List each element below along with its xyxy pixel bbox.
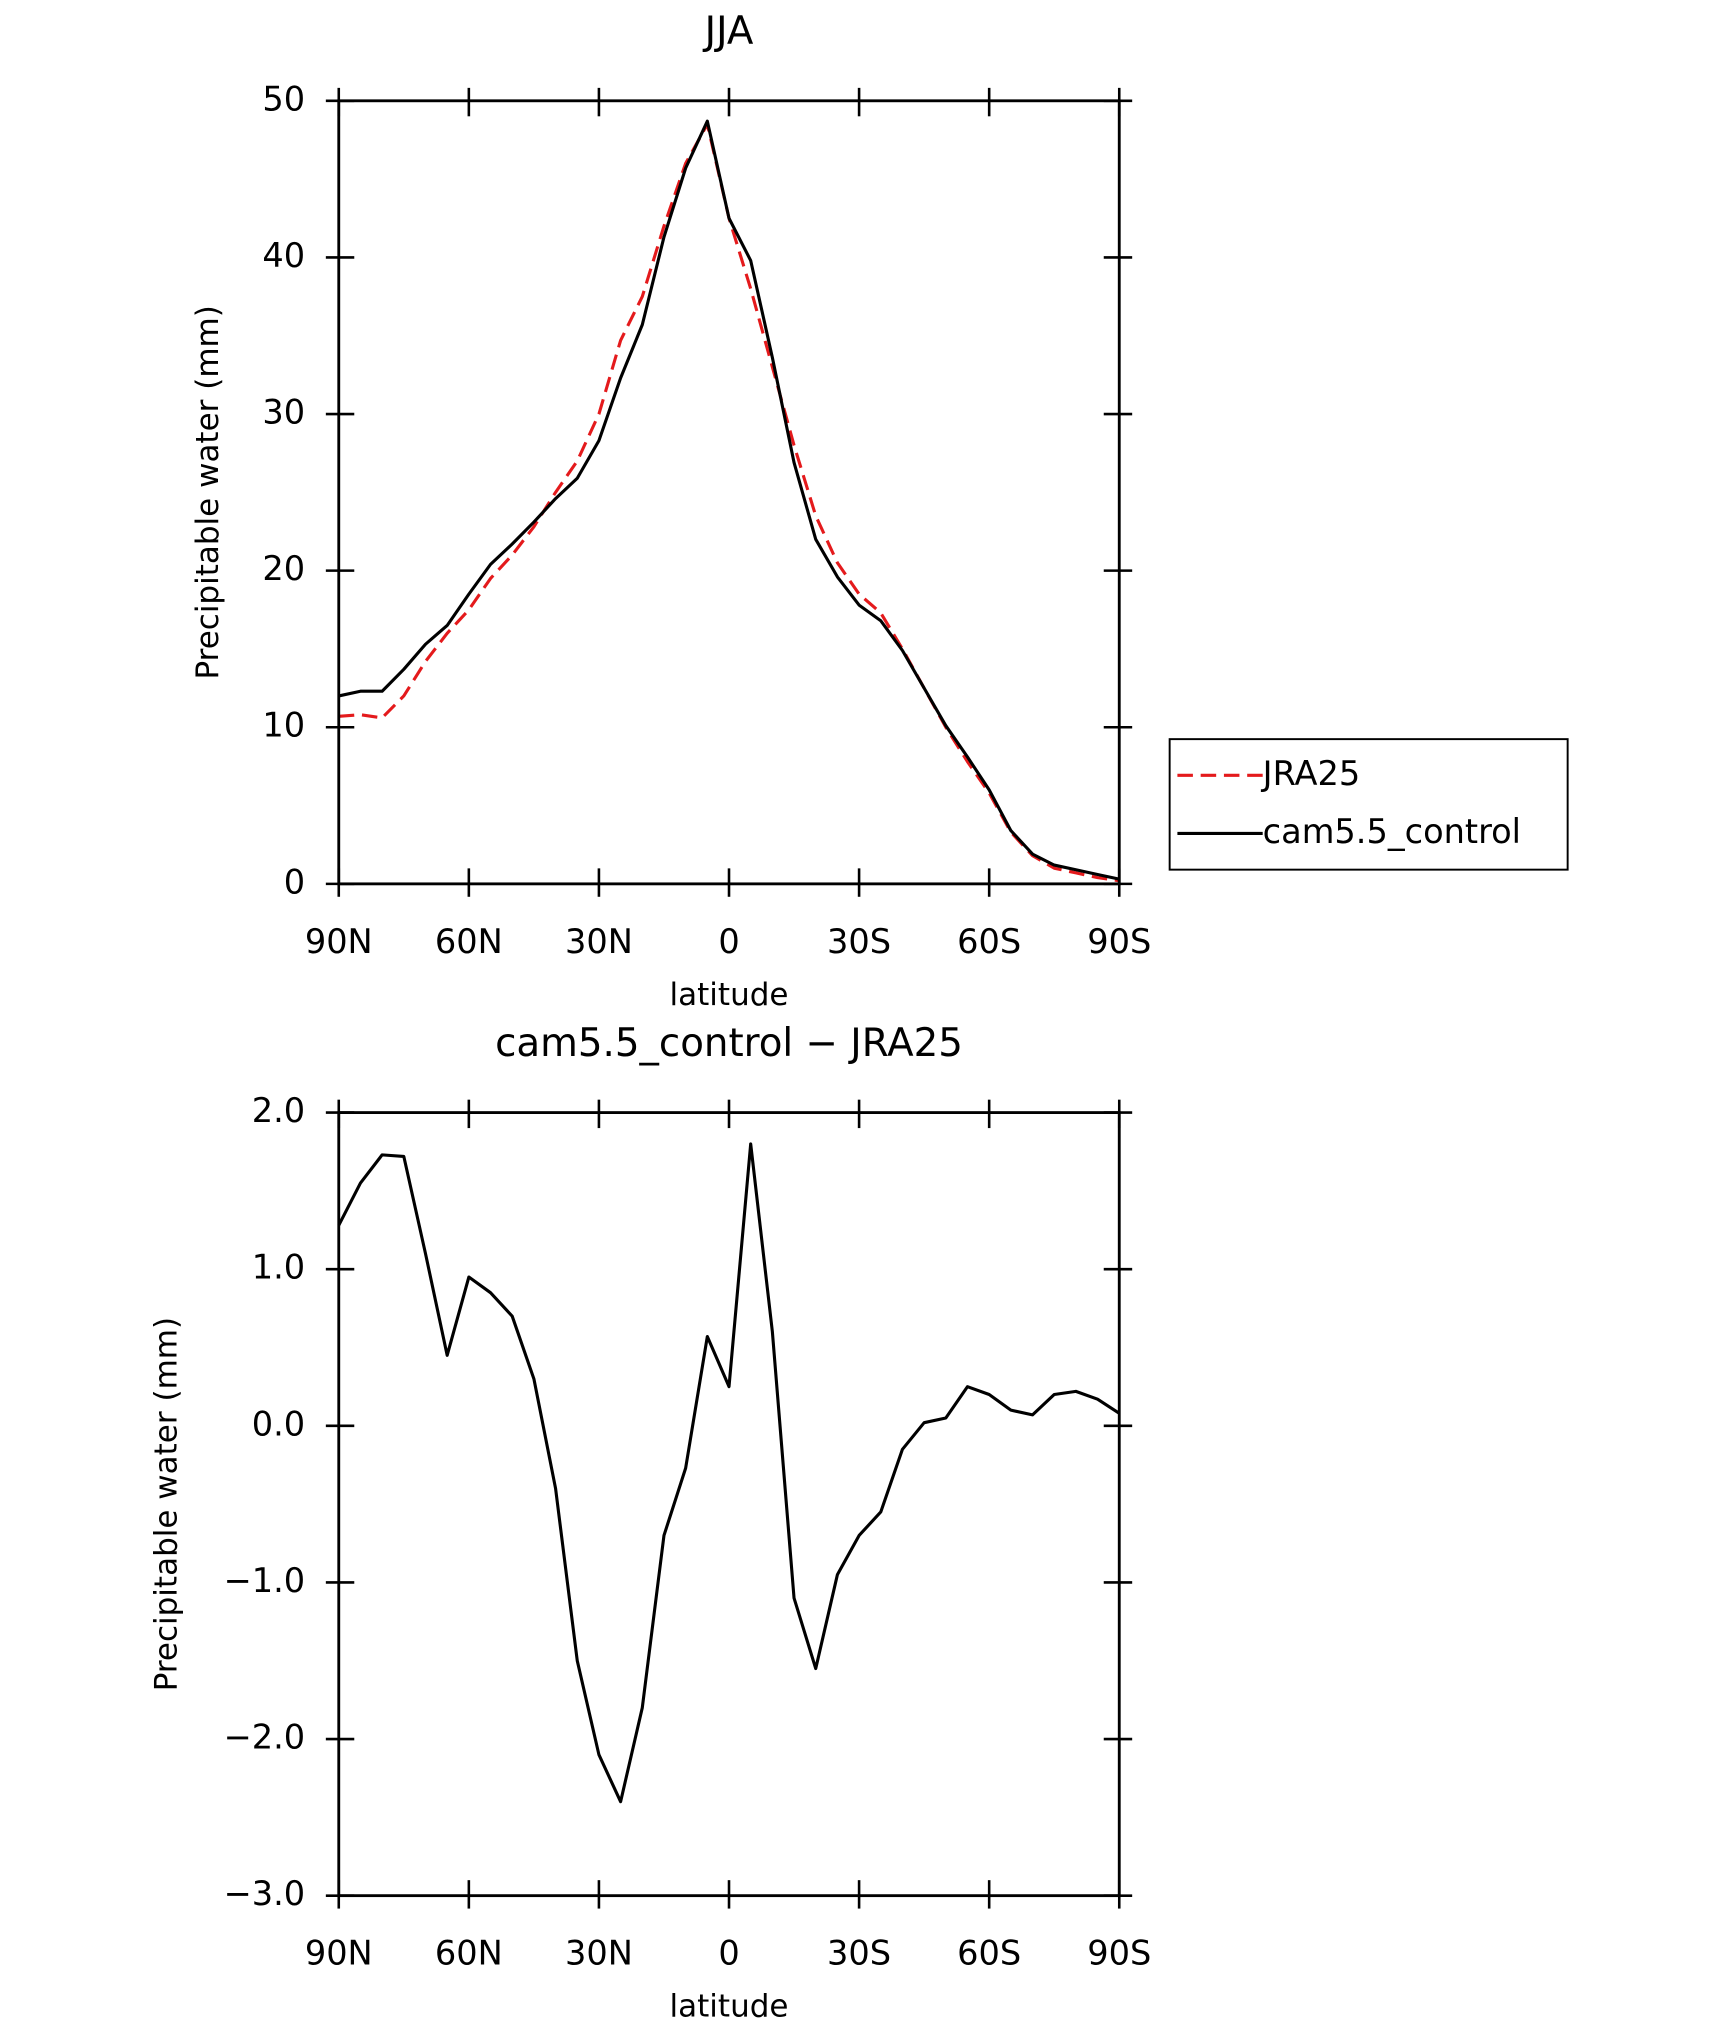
- series-line: [338, 119, 1120, 881]
- x-tick-label: 60N: [435, 922, 503, 961]
- y-tick-label: 1.0: [252, 1248, 305, 1287]
- y-axis-label: Precipitable water (mm): [190, 305, 226, 679]
- legend: JRA25 cam5.5_control: [1168, 738, 1569, 871]
- x-tick-label: 30S: [827, 922, 891, 961]
- y-tick-label: 10: [262, 706, 305, 745]
- chart-title: JJA: [703, 9, 754, 54]
- y-tick-label: 30: [262, 393, 305, 432]
- plot-frame: [337, 99, 1121, 886]
- x-tick-label: 60S: [957, 1934, 1021, 1973]
- x-tick-label: 0: [718, 922, 739, 961]
- x-tick-label: 30S: [827, 1934, 891, 1973]
- y-tick-label: −1.0: [224, 1561, 306, 1600]
- x-tick-label: 90N: [305, 922, 373, 961]
- x-tick-label: 90S: [1087, 922, 1151, 961]
- y-tick-label: 0.0: [252, 1404, 305, 1443]
- chart-title: cam5.5_control − JRA25: [495, 1021, 963, 1066]
- x-tick-label: 90N: [305, 1934, 373, 1973]
- y-tick-label: 20: [262, 549, 305, 588]
- series-line: [337, 1142, 1121, 1804]
- y-tick-label: −3.0: [224, 1874, 306, 1913]
- legend-label: cam5.5_control: [1263, 812, 1521, 851]
- plot-frame: [337, 1111, 1121, 1898]
- y-tick-label: 50: [262, 79, 305, 118]
- y-axis-label: Precipitable water (mm): [149, 1317, 185, 1691]
- x-tick-label: 60S: [957, 922, 1021, 961]
- legend-label: JRA25: [1261, 754, 1361, 793]
- x-tick-label: 30N: [565, 922, 633, 961]
- y-tick-label: 40: [262, 236, 305, 275]
- x-axis-label: latitude: [670, 1989, 789, 2021]
- y-tick-label: −2.0: [224, 1718, 306, 1757]
- x-tick-label: 90S: [1087, 1934, 1151, 1973]
- x-tick-label: 60N: [435, 1934, 503, 1973]
- x-tick-label: 30N: [565, 1934, 633, 1973]
- y-tick-label: 0: [284, 862, 305, 901]
- legend-box: [1168, 738, 1569, 871]
- series-line: [338, 122, 1120, 883]
- x-axis-label: latitude: [670, 977, 789, 1013]
- y-tick-label: 2.0: [252, 1091, 305, 1130]
- x-tick-label: 0: [718, 1934, 739, 1973]
